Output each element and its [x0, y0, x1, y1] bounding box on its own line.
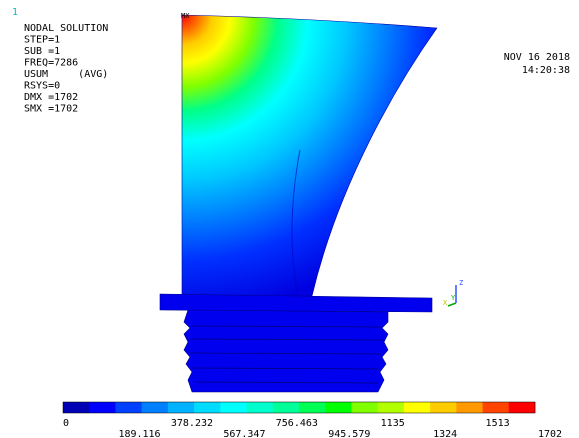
info-line: DMX =1702	[24, 92, 78, 103]
date: NOV 16 2018	[504, 52, 570, 63]
legend-swatch	[325, 402, 352, 413]
legend-swatch	[378, 402, 405, 413]
root	[184, 310, 388, 392]
legend-label: 567.347	[223, 429, 265, 438]
legend-swatch	[483, 402, 510, 413]
legend-swatch	[456, 402, 483, 413]
legend-swatch	[63, 402, 90, 413]
info-line: USUM (AVG)	[24, 69, 108, 80]
legend-swatch	[168, 402, 195, 413]
legend-swatch	[430, 402, 457, 413]
legend-swatch	[220, 402, 247, 413]
legend-label: 0	[63, 418, 69, 429]
legend-swatch	[115, 402, 142, 413]
legend-swatch	[142, 402, 169, 413]
legend-swatch	[273, 402, 300, 413]
legend-swatch	[299, 402, 326, 413]
legend-label: 756.463	[276, 418, 318, 429]
triad-z: Z	[459, 279, 463, 287]
info-line: SUB =1	[24, 46, 60, 57]
legend-swatch	[404, 402, 431, 413]
info-line: SMX =1702	[24, 104, 78, 115]
info-line: NODAL SOLUTION	[24, 23, 108, 34]
legend-swatch	[351, 402, 378, 413]
legend-swatch	[194, 402, 221, 413]
legend-swatch	[509, 402, 536, 413]
info-line: STEP=1	[24, 35, 60, 46]
info-line: FREQ=7286	[24, 58, 78, 69]
max-marker: MX	[181, 12, 190, 20]
legend-label: 1324	[433, 429, 457, 438]
legend-label: 378.232	[171, 418, 213, 429]
legend-swatch	[247, 402, 274, 413]
legend-label: 189.116	[118, 429, 160, 438]
legend-label: 945.579	[328, 429, 370, 438]
fea-viewport: 1 NODAL SOLUTIONSTEP=1SUB =1FREQ=7286USU…	[0, 0, 579, 438]
legend-label: 1135	[381, 418, 405, 429]
legend-label: 1513	[486, 418, 510, 429]
legend-swatch	[89, 402, 116, 413]
info-line: RSYS=0	[24, 81, 60, 92]
time: 14:20:38	[522, 65, 570, 76]
legend-label: 1702	[538, 429, 562, 438]
window-number: 1	[12, 7, 18, 18]
